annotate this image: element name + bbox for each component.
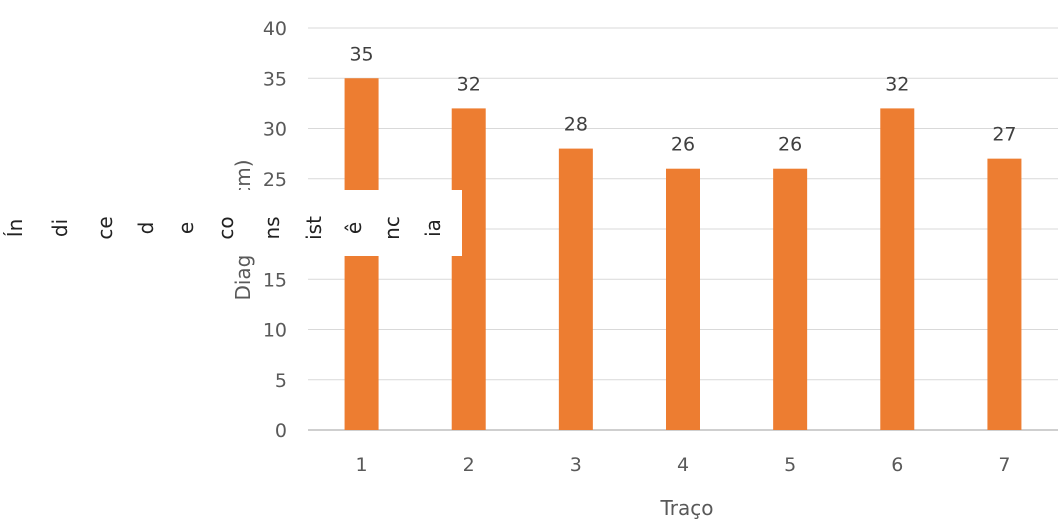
data-label: 26 — [671, 134, 695, 156]
overlay-text-fragment: ia — [421, 219, 445, 237]
x-tick-labels: 1 2 3 4 5 6 7 — [356, 454, 1011, 476]
y-tick-label: 25 — [263, 169, 287, 191]
x-tick-label: 7 — [998, 454, 1010, 476]
overlay-text: Ín di ce d e co ns ist ê nc ia — [3, 216, 445, 240]
y-tick-label: 5 — [275, 370, 287, 392]
bar — [451, 108, 486, 431]
overlay-text-fragment: nc — [380, 216, 404, 240]
x-tick-label: 1 — [356, 454, 368, 476]
data-label: 28 — [564, 114, 588, 136]
data-label: 32 — [457, 73, 481, 95]
data-label: 35 — [349, 43, 373, 65]
overlay-text-fragment: ê — [342, 222, 366, 234]
y-tick-label: 0 — [275, 420, 287, 442]
data-label: 26 — [778, 134, 802, 156]
overlay-text-fragment: ce — [93, 216, 117, 239]
bar — [987, 158, 1022, 430]
ylabel-mask — [222, 190, 462, 256]
overlay-text-fragment: e — [174, 222, 198, 234]
x-tick-label: 4 — [677, 454, 689, 476]
overlay-text-fragment: Ín — [3, 219, 27, 238]
overlay-text-fragment: ns — [260, 216, 284, 239]
overlay-text-fragment: ist — [302, 216, 326, 240]
y-tick-label: 15 — [263, 269, 287, 291]
overlay-text-fragment: co — [214, 216, 238, 239]
y-tick-label: 10 — [263, 320, 287, 342]
bar — [773, 168, 808, 430]
data-label: 27 — [992, 124, 1016, 146]
bar — [558, 148, 593, 430]
bar — [880, 108, 915, 431]
y-tick-label: 40 — [263, 18, 287, 40]
x-tick-label: 2 — [463, 454, 475, 476]
bar — [666, 168, 700, 430]
y-tick-label: 30 — [263, 119, 287, 141]
x-axis-title: Traço — [660, 496, 714, 520]
x-tick-label: 5 — [784, 454, 796, 476]
overlay-text-fragment: d — [134, 222, 158, 235]
data-label: 32 — [885, 73, 909, 95]
x-tick-label: 6 — [891, 454, 903, 476]
overlay-text-fragment: di — [48, 219, 72, 237]
data-labels: 35 32 28 26 26 32 27 — [349, 43, 1016, 155]
x-tick-label: 3 — [570, 454, 582, 476]
y-tick-label: 35 — [263, 68, 287, 90]
